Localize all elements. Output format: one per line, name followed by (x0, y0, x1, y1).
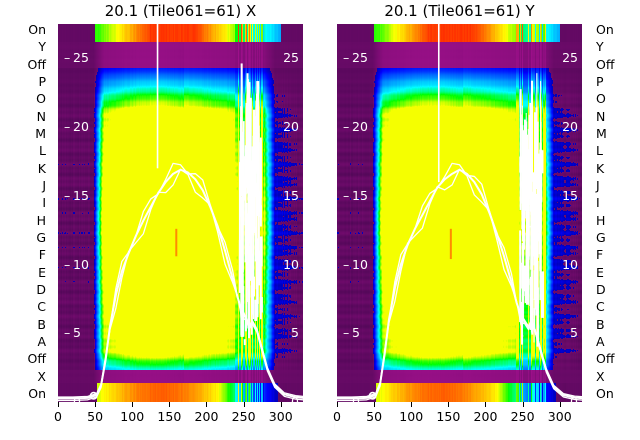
x-tick-mark-right-200 (485, 402, 487, 407)
x-tick-label-left-100: 100 (120, 409, 145, 424)
x-tick-mark-left-0 (58, 402, 59, 407)
category-label-right-p-3: P (596, 74, 604, 89)
category-label-right-m-6: M (596, 126, 607, 141)
category-label-left-b-17: B (37, 316, 46, 332)
category-labels-right: On Y Off P O N M L K J I H G F E D C B A Off X On (592, 22, 626, 402)
overlay-curve-y (337, 24, 582, 402)
heatmap-panel-x[interactable]: –25 25–20 20–15 15–10 10–5 5–0 0 (58, 24, 303, 402)
category-label-right-h-11: H (596, 212, 606, 228)
x-tick-mark-right-250 (522, 402, 524, 407)
panel-title-y: 20.1 (Tile061=61) Y (384, 2, 535, 20)
category-label-right-a-18: A (596, 334, 605, 349)
category-label-right-f-13: F (596, 247, 604, 263)
x-tick-label-right-200: 200 (473, 409, 498, 424)
category-label-left-h-11: H (36, 212, 46, 228)
category-label-left-c-16: C (37, 299, 46, 315)
x-tick-label-right-300: 300 (547, 409, 572, 424)
category-label-left-x-20: X (37, 368, 46, 384)
category-label-right-l-7: L (596, 143, 603, 159)
x-tick-mark-right-300 (559, 402, 561, 407)
category-label-left-off-19: Off (27, 351, 46, 367)
category-label-left-on-0: On (28, 22, 46, 37)
category-label-left-off-2: Off (27, 56, 46, 72)
category-label-left-y-1: Y (38, 39, 46, 55)
x-tick-label-left-150: 150 (157, 409, 182, 424)
category-label-right-o-4: O (596, 91, 606, 107)
x-tick-mark-right-0 (337, 402, 338, 407)
category-label-right-y-1: Y (596, 39, 604, 55)
category-label-left-j-9: J (42, 178, 46, 193)
category-label-left-m-6: M (35, 126, 46, 141)
x-tick-label-right-100: 100 (399, 409, 424, 424)
category-label-right-b-17: B (596, 316, 605, 332)
category-label-right-g-12: G (596, 230, 606, 245)
category-label-left-a-18: A (37, 334, 46, 349)
category-label-left-f-13: F (38, 247, 46, 263)
category-label-right-d-15: D (596, 282, 606, 297)
x-tick-label-left-50: 50 (87, 409, 104, 424)
overlay-curve-x (58, 24, 303, 402)
x-tick-mark-left-100 (132, 402, 134, 407)
category-label-left-d-15: D (36, 282, 46, 297)
category-label-left-g-12: G (36, 230, 46, 245)
category-labels-left: On Y Off P O N M L K J I H G F E D C B A Off X On (14, 22, 48, 402)
category-label-left-e-14: E (38, 264, 46, 280)
x-tick-mark-right-50 (374, 402, 376, 407)
category-label-left-k-8: K (37, 160, 46, 176)
category-label-right-k-8: K (596, 160, 605, 176)
x-tick-label-right-250: 250 (510, 409, 535, 424)
heatmap-panel-y[interactable]: –25 25–20 20–15 15–10 10–5 5–0 0 (337, 24, 582, 402)
x-tick-mark-left-300 (280, 402, 282, 407)
category-label-right-on-0: On (596, 22, 614, 37)
category-label-right-x-20: X (596, 368, 605, 384)
x-tick-mark-left-50 (95, 402, 97, 407)
heatmap-image-x (58, 24, 303, 402)
x-tick-label-left-300: 300 (268, 409, 293, 424)
x-tick-label-right-0: 0 (333, 409, 341, 424)
category-label-right-n-5: N (596, 108, 606, 124)
category-label-right-i-10: I (596, 195, 600, 211)
x-tick-mark-right-100 (411, 402, 413, 407)
x-tick-label-left-250: 250 (231, 409, 256, 424)
x-tick-label-left-200: 200 (194, 409, 219, 424)
category-label-left-l-7: L (39, 143, 46, 159)
x-tick-label-right-150: 150 (436, 409, 461, 424)
category-label-left-on-21: On (28, 386, 46, 401)
category-label-right-e-14: E (596, 264, 604, 280)
x-axis-right: 0 50 100 150 200 250 300 (333, 402, 582, 432)
x-tick-mark-right-150 (448, 402, 450, 407)
category-label-right-j-9: J (596, 178, 600, 193)
x-tick-label-right-50: 50 (366, 409, 383, 424)
x-tick-label-left-0: 0 (54, 409, 62, 424)
x-tick-mark-left-150 (169, 402, 171, 407)
category-label-right-on-21: On (596, 386, 614, 401)
category-label-left-i-10: I (42, 195, 46, 211)
category-label-left-n-5: N (36, 108, 46, 124)
category-label-right-off-2: Off (596, 56, 615, 72)
category-label-right-c-16: C (596, 299, 605, 315)
category-label-right-off-19: Off (596, 351, 615, 367)
x-tick-mark-left-200 (206, 402, 208, 407)
category-label-left-p-3: P (38, 74, 46, 89)
x-axis-left: 0 50 100 150 200 250 300 (54, 402, 303, 432)
panel-title-x: 20.1 (Tile061=61) X (104, 2, 257, 20)
heatmap-image-y (337, 24, 582, 402)
x-tick-mark-left-250 (243, 402, 245, 407)
category-label-left-o-4: O (36, 91, 46, 107)
